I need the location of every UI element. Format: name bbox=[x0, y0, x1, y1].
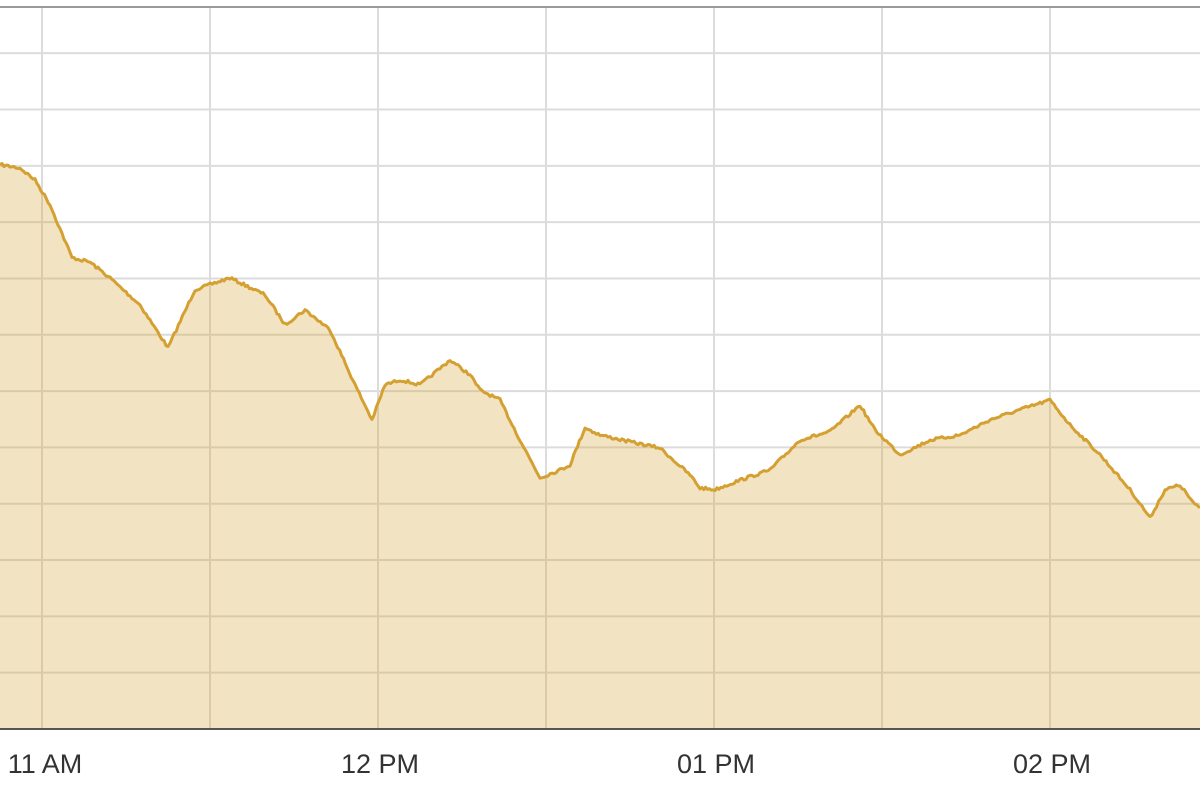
x-tick-label: 02 PM bbox=[1013, 749, 1091, 779]
series-line bbox=[0, 162, 1200, 518]
x-tick-label: 01 PM bbox=[677, 749, 755, 779]
x-tick-label: 12 PM bbox=[341, 749, 419, 779]
series-area-fill bbox=[0, 163, 1200, 729]
x-tick-label: 11 AM bbox=[8, 749, 83, 779]
